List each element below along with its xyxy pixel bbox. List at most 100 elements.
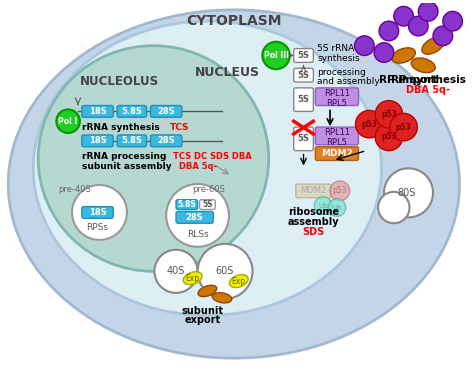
FancyBboxPatch shape [151,106,182,117]
Text: rRNA processing: rRNA processing [82,152,166,161]
Text: assembly: assembly [288,217,339,227]
Text: p53: p53 [396,123,411,132]
Ellipse shape [33,21,382,315]
Text: 28S: 28S [157,136,175,145]
Text: RPL11: RPL11 [324,128,350,138]
Ellipse shape [212,293,232,303]
Text: RLSs: RLSs [187,230,209,238]
Text: 18S: 18S [89,107,106,116]
Text: 5S: 5S [298,134,310,144]
Circle shape [390,113,417,141]
Text: pre-60S: pre-60S [193,185,226,194]
Text: RP import: RP import [379,75,438,85]
Text: Ub: Ub [319,202,328,209]
Text: Exp: Exp [232,277,246,286]
Circle shape [394,6,413,26]
Circle shape [419,1,438,21]
Text: 5S: 5S [298,71,310,79]
Text: subunit assembly: subunit assembly [82,162,172,171]
Text: 60S: 60S [216,266,234,276]
Circle shape [198,244,253,299]
Text: 5S rRNA: 5S rRNA [317,44,355,53]
FancyBboxPatch shape [294,49,313,62]
Circle shape [314,197,332,215]
Circle shape [328,199,346,216]
Circle shape [262,42,290,69]
FancyBboxPatch shape [294,68,313,82]
Text: DBA 5q-: DBA 5q- [406,85,450,95]
Text: MDM2: MDM2 [300,186,327,195]
FancyBboxPatch shape [315,147,358,160]
Circle shape [375,100,402,128]
Circle shape [166,184,229,247]
Text: 40S: 40S [167,266,185,276]
Text: p53: p53 [381,110,397,119]
Ellipse shape [38,46,269,271]
Circle shape [355,36,374,56]
FancyBboxPatch shape [176,212,213,223]
Text: NUCLEOLUS: NUCLEOLUS [80,75,159,88]
Circle shape [356,110,383,138]
Ellipse shape [8,10,459,358]
Circle shape [443,11,463,31]
FancyBboxPatch shape [176,200,198,209]
Ellipse shape [198,285,217,297]
Text: 5S: 5S [202,200,213,209]
Text: synthesis: synthesis [317,54,360,63]
Text: and assembly: and assembly [317,78,380,86]
FancyBboxPatch shape [294,88,313,112]
FancyBboxPatch shape [315,88,358,106]
Text: 5.8S: 5.8S [121,136,142,145]
Circle shape [384,168,433,217]
Ellipse shape [411,58,435,72]
Ellipse shape [422,37,444,54]
Text: Pol III: Pol III [264,51,289,60]
Text: processing: processing [317,68,366,77]
Circle shape [155,250,198,293]
Text: subunit: subunit [182,305,224,315]
Ellipse shape [392,48,415,63]
Text: p53: p53 [333,186,347,195]
Text: pre-40S: pre-40S [58,185,91,194]
Text: export: export [184,315,220,325]
Text: Exp: Exp [186,274,200,283]
Text: 5S: 5S [298,51,310,60]
Text: MDM2: MDM2 [321,149,353,158]
Circle shape [378,192,410,223]
FancyBboxPatch shape [151,135,182,147]
FancyBboxPatch shape [315,127,358,145]
FancyBboxPatch shape [294,127,313,151]
Circle shape [379,21,399,41]
Text: 18S: 18S [89,208,106,217]
Ellipse shape [229,275,248,287]
Text: RPSs: RPSs [87,223,109,232]
Text: p53: p53 [361,120,377,129]
Ellipse shape [183,272,202,284]
Text: RP synthesis: RP synthesis [391,75,465,85]
Text: ribosome: ribosome [288,208,339,217]
Text: RPL5: RPL5 [327,138,347,147]
FancyBboxPatch shape [82,135,113,147]
FancyBboxPatch shape [296,184,331,198]
Text: RPL11: RPL11 [324,89,350,98]
Circle shape [56,109,80,133]
Text: 28S: 28S [186,213,203,222]
Text: 5S: 5S [298,95,310,104]
Text: 5.8S: 5.8S [121,107,142,116]
Text: CYTOPLASM: CYTOPLASM [186,14,282,28]
FancyBboxPatch shape [82,206,113,218]
Text: rRNA synthesis: rRNA synthesis [82,123,160,132]
Circle shape [330,181,350,201]
Circle shape [433,26,453,46]
Text: DBA 5q-: DBA 5q- [179,162,217,171]
FancyBboxPatch shape [117,106,146,117]
Text: SDS: SDS [302,227,325,237]
Circle shape [409,16,428,36]
Circle shape [375,123,402,151]
Text: 18S: 18S [89,136,106,145]
Text: 28S: 28S [157,107,175,116]
Text: p53: p53 [381,132,397,141]
FancyBboxPatch shape [200,200,215,209]
Text: Ub: Ub [332,205,342,210]
Text: 5.8S: 5.8S [177,200,196,209]
